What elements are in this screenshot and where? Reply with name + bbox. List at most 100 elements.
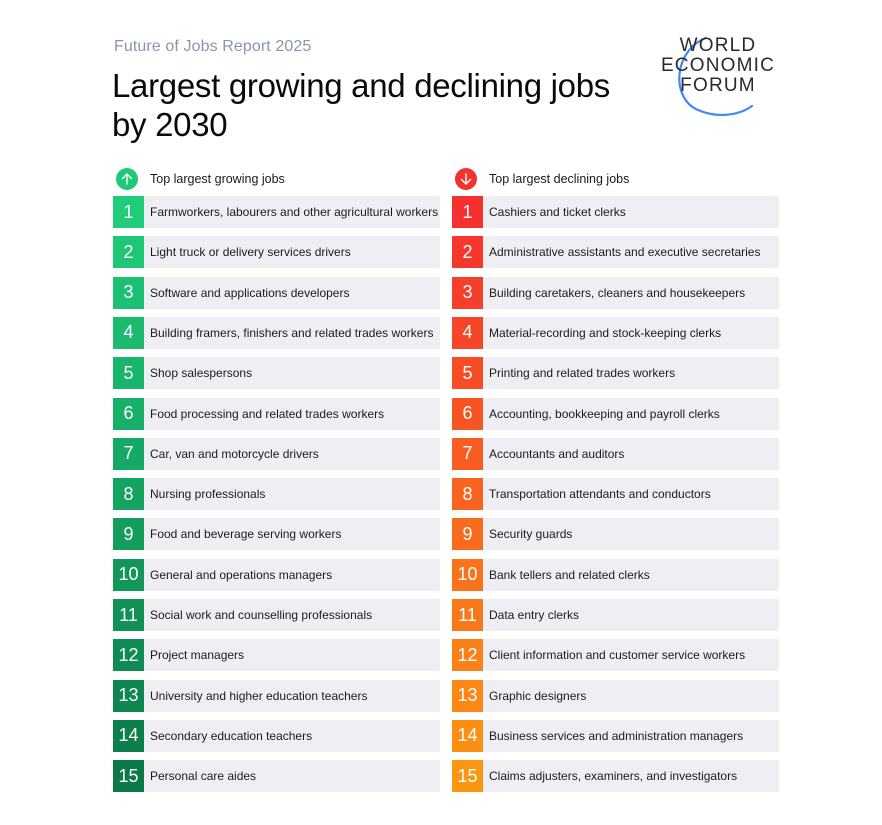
rank-badge: 3 [452, 276, 483, 309]
job-row: 7 Car, van and motorcycle drivers [113, 437, 440, 470]
logo-wordmark: WORLD ECONOMIC FORUM [648, 36, 788, 96]
logo-line: ECONOMIC [660, 55, 776, 76]
job-title: Farmworkers, labourers and other agricul… [150, 205, 439, 219]
job-title: Accountants and auditors [489, 446, 625, 461]
growing-jobs-list: Top largest growing jobs 1 Farmworkers, l… [113, 166, 440, 793]
job-title: Food and beverage serving workers [150, 527, 342, 542]
rank-badge: 4 [113, 316, 144, 349]
rank-badge: 10 [452, 558, 483, 591]
job-title: Cashiers and ticket clerks [489, 205, 626, 219]
job-title: Business services and administration man… [489, 728, 744, 743]
job-row: 3 Building caretakers, cleaners and house… [452, 276, 779, 309]
rank-badge: 5 [113, 357, 144, 390]
job-title: Security guards [489, 527, 573, 542]
job-title: Secondary education teachers [150, 728, 313, 743]
job-title: Transportation attendants and conductors [489, 487, 711, 502]
growing-header: Top largest growing jobs [113, 166, 440, 192]
rank-badge: 8 [113, 478, 144, 511]
rank-badge: 6 [452, 397, 483, 430]
job-row: 12 Project managers [113, 639, 440, 672]
job-title: Food processing and related trades worke… [150, 406, 385, 421]
logo-arc-icon [678, 36, 754, 116]
logo-line: WORLD [679, 35, 757, 56]
rank-badge: 9 [113, 518, 144, 551]
job-title: Car, van and motorcycle drivers [150, 446, 319, 461]
job-row: 8 Transportation attendants and conductor… [452, 478, 779, 511]
job-title: Administrative assistants and executive … [489, 245, 761, 260]
job-title: Graphic designers [489, 688, 587, 703]
wef-logo: WORLD ECONOMIC FORUM [648, 36, 788, 118]
declining-heading: Top largest declining jobs [489, 172, 630, 186]
rank-badge: 10 [113, 558, 144, 591]
rank-badge: 13 [452, 679, 483, 712]
job-title: Software and applications developers [150, 285, 350, 300]
declining-jobs-list: Top largest declining jobs 1 Cashiers and… [452, 166, 779, 793]
job-row: 12 Client information and customer servic… [452, 639, 779, 672]
job-title: University and higher education teachers [150, 688, 368, 703]
rank-badge: 8 [452, 478, 483, 511]
report-kicker: Future of Jobs Report 2025 [114, 38, 312, 55]
rank-badge: 14 [113, 719, 144, 752]
job-title: Client information and customer service … [489, 648, 746, 663]
rank-badge: 14 [452, 719, 483, 752]
job-title: General and operations managers [150, 567, 333, 582]
rank-badge: 2 [113, 236, 144, 269]
job-row: 11 Social work and counselling profession… [113, 599, 440, 631]
declining-header: Top largest declining jobs [452, 166, 779, 192]
job-title: Bank tellers and related clerks [489, 567, 650, 582]
job-row: 10 General and operations managers [113, 558, 440, 591]
growing-heading: Top largest growing jobs [150, 172, 285, 186]
arrow-up-icon [116, 168, 138, 190]
job-row: 5 Printing and related trades workers [452, 357, 779, 390]
job-title: Accounting, bookkeeping and payroll cler… [489, 406, 720, 421]
job-title: Light truck or delivery services drivers [150, 245, 351, 260]
job-row: 15 Claims adjusters, examiners, and inves… [452, 760, 779, 793]
job-row: 1 Farmworkers, labourers and other agricu… [113, 196, 440, 228]
job-row: 2 Light truck or delivery services driver… [113, 236, 440, 269]
job-row: 2 Administrative assistants and executive… [452, 236, 779, 269]
job-row: 5 Shop salespersons [113, 357, 440, 390]
job-title: Printing and related trades workers [489, 366, 676, 381]
rank-badge: 2 [452, 236, 483, 269]
job-title: Project managers [150, 648, 245, 663]
job-title: Shop salespersons [150, 366, 253, 381]
job-title: Personal care aides [150, 769, 257, 784]
job-row: 14 Business services and administration m… [452, 719, 779, 752]
job-row: 14 Secondary education teachers [113, 719, 440, 752]
rank-badge: 1 [113, 196, 144, 228]
rank-badge: 9 [452, 518, 483, 551]
arrow-down-icon [455, 168, 477, 190]
job-row: 4 Building framers, finishers and related… [113, 316, 440, 349]
job-row: 6 Food processing and related trades work… [113, 397, 440, 430]
rank-badge: 12 [113, 639, 144, 672]
rank-badge: 5 [452, 357, 483, 390]
job-row: 13 University and higher education teache… [113, 679, 440, 712]
job-row: 1 Cashiers and ticket clerks [452, 196, 779, 228]
rank-badge: 15 [113, 760, 144, 793]
logo-line: FORUM [680, 75, 756, 96]
rank-badge: 4 [452, 316, 483, 349]
rank-badge: 1 [452, 196, 483, 228]
job-title: Building caretakers, cleaners and housek… [489, 285, 746, 300]
job-title: Data entry clerks [489, 608, 580, 622]
job-row: 7 Accountants and auditors [452, 437, 779, 470]
job-title: Claims adjusters, examiners, and investi… [489, 769, 738, 784]
job-title: Building framers, finishers and related … [150, 325, 434, 340]
rank-badge: 7 [452, 437, 483, 470]
job-row: 4 Material-recording and stock-keeping cl… [452, 316, 779, 349]
job-row: 10 Bank tellers and related clerks [452, 558, 779, 591]
job-title: Material-recording and stock-keeping cle… [489, 325, 722, 340]
job-row: 6 Accounting, bookkeeping and payroll cle… [452, 397, 779, 430]
page-title: Largest growing and declining jobs by 20… [112, 67, 610, 143]
rank-badge: 11 [452, 599, 483, 631]
rank-badge: 11 [113, 599, 144, 631]
job-title: Nursing professionals [150, 487, 266, 502]
job-row: 13 Graphic designers [452, 679, 779, 712]
job-row: 9 Security guards [452, 518, 779, 551]
rank-badge: 7 [113, 437, 144, 470]
rank-badge: 6 [113, 397, 144, 430]
job-row: 15 Personal care aides [113, 760, 440, 793]
job-row: 8 Nursing professionals [113, 478, 440, 511]
job-row: 9 Food and beverage serving workers [113, 518, 440, 551]
rank-badge: 13 [113, 679, 144, 712]
